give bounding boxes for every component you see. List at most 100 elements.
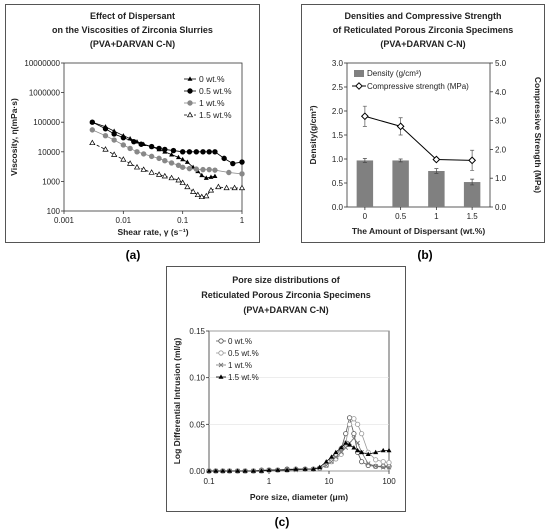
data-point [127, 145, 133, 152]
data-point [89, 139, 96, 146]
y-tick-label-left: 1.5 [332, 131, 344, 140]
data-point [355, 440, 360, 446]
x-tick-label: 0.5 [395, 212, 407, 221]
data-point [359, 459, 365, 465]
density-bar [356, 160, 374, 207]
data-point [168, 174, 175, 181]
data-point [351, 445, 357, 450]
chart-panel-c: Pore size distributions of Reticulated P… [166, 266, 406, 512]
y-tick-label-left: 0.5 [332, 179, 344, 188]
data-point [184, 159, 190, 164]
data-point [380, 459, 386, 465]
legend-marker [218, 350, 224, 356]
data-point [148, 169, 155, 175]
data-point [179, 179, 186, 185]
x-tick-label: 1 [240, 216, 245, 225]
legend-label: 0 wt.% [228, 337, 252, 346]
y-tick-label: 1000 [42, 177, 60, 186]
y-tick-label-right: 0.0 [495, 203, 507, 212]
data-point [212, 173, 218, 178]
data-point [266, 467, 272, 472]
data-point [186, 149, 193, 155]
data-point [333, 449, 339, 455]
data-point [179, 149, 186, 155]
data-point [140, 166, 147, 172]
x-tick-label: 0.01 [116, 216, 132, 225]
strength-line [364, 115, 473, 161]
data-point [193, 166, 200, 172]
data-point [179, 164, 186, 170]
density-error-bar [398, 158, 403, 163]
density-bar [428, 171, 445, 207]
y-tick-label-right: 1.0 [495, 174, 507, 183]
data-point [193, 149, 200, 155]
y-tick-label-left: 1.0 [332, 155, 344, 164]
data-point [235, 468, 241, 473]
data-point [230, 160, 236, 167]
data-point [380, 464, 386, 470]
chart-panel-a: Effect of Dispersant on the Viscosities … [5, 4, 260, 243]
data-point [206, 166, 212, 173]
data-point [175, 176, 182, 183]
data-point [220, 468, 226, 473]
data-point [242, 468, 248, 473]
data-point [239, 159, 245, 165]
data-point [89, 127, 96, 133]
data-point [386, 460, 392, 466]
data-point [102, 146, 109, 152]
data-point [155, 171, 163, 177]
data-point [175, 162, 182, 168]
legend-marker [186, 111, 194, 118]
panel-label-a: (a) [125, 248, 141, 262]
legend-label: 1 wt.% [228, 361, 252, 370]
data-point [131, 138, 137, 145]
data-point [386, 464, 392, 470]
data-point [386, 447, 392, 453]
data-point [351, 416, 357, 422]
data-point [346, 415, 353, 421]
data-point [138, 141, 144, 147]
data-point [338, 445, 344, 450]
x-tick-label: 100 [382, 477, 396, 486]
y-tick-label: 0.00 [189, 467, 205, 476]
density-error-bar [434, 168, 439, 174]
data-point [329, 459, 334, 464]
y-tick-label: 1000000 [29, 89, 61, 98]
y-tick-label-right: 2.0 [495, 145, 507, 154]
data-point [168, 160, 175, 166]
data-point [203, 192, 210, 199]
data-point [162, 158, 168, 164]
chart-title-line: Effect of Dispersant [89, 11, 176, 21]
data-point [215, 183, 222, 190]
x-tick-label: 0.001 [54, 216, 75, 225]
legend-label: 1.5 wt.% [228, 373, 259, 382]
data-point [194, 191, 201, 198]
data-point [127, 135, 133, 141]
chart-title-line: (PVA+DARVAN C-N) [243, 305, 329, 315]
data-point [156, 145, 162, 152]
data-point [148, 153, 155, 160]
data-point [206, 468, 212, 473]
data-point [373, 449, 379, 455]
data-point [200, 166, 206, 173]
chart-title-line: Densities and Compressive Strength [344, 11, 502, 21]
y-axis-label: Log Differential Intrusion (ml/g) [172, 338, 182, 465]
y-tick-label: 100000 [33, 118, 60, 127]
data-point [203, 175, 209, 180]
x-axis-label: Shear rate, γ (s⁻¹) [117, 227, 188, 237]
chart-title-line: on the Viscosities of Zirconia Slurries [52, 25, 213, 35]
density-bar [463, 182, 481, 207]
chart-title-line: of Reticulated Porous Zirconia Specimens [332, 25, 514, 35]
data-point [293, 466, 299, 471]
plot-frame [63, 62, 243, 212]
data-point [190, 188, 197, 194]
data-point [323, 459, 329, 464]
data-point [156, 155, 162, 162]
data-point [284, 467, 290, 472]
chart-panel-b: Densities and Compressive Strength of Re… [301, 4, 545, 243]
series-line-2 [209, 437, 389, 472]
y-tick-label: 0.15 [189, 327, 205, 336]
x-tick-label: 0 [363, 212, 368, 221]
data-point [380, 447, 386, 453]
data-point [351, 436, 357, 441]
